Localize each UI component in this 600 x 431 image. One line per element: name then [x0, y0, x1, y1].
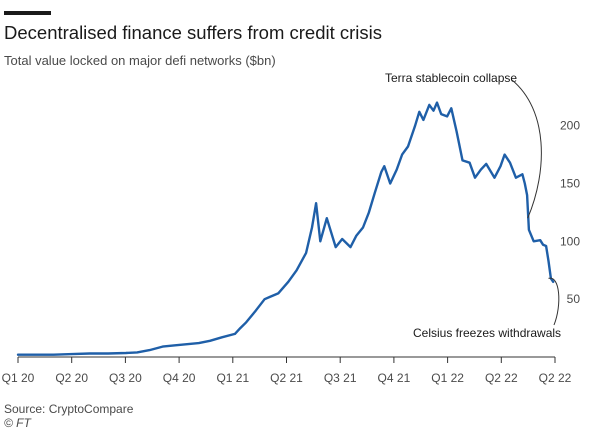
x-tick-label: Q3 20 [109, 371, 142, 385]
x-tick-label: Q1 20 [2, 371, 35, 385]
x-tick-label: Q1 22 [431, 371, 464, 385]
y-tick-label: 150 [560, 177, 580, 191]
annotation-terra-leader [511, 79, 542, 219]
x-tick-label: Q1 21 [216, 371, 249, 385]
header-rule [4, 11, 51, 15]
x-tick-label: Q2 22 [539, 371, 572, 385]
source-note: Source: CryptoCompare [4, 402, 134, 416]
annotation-celsius-leader [548, 277, 560, 326]
x-tick-label: Q4 21 [378, 371, 411, 385]
x-tick-label: Q4 20 [163, 371, 196, 385]
x-tick-label: Q3 21 [324, 371, 357, 385]
ft-credit: © FT [4, 416, 31, 430]
annotation-celsius-label: Celsius freezes withdrawals [413, 326, 561, 340]
x-tick-label: Q2 22 [485, 371, 518, 385]
y-tick-label: 200 [560, 119, 580, 133]
x-tick-label: Q2 20 [55, 371, 88, 385]
y-tick-label: 100 [560, 234, 580, 248]
annotation-terra-label: Terra stablecoin collapse [385, 71, 517, 85]
chart-title: Decentralised finance suffers from credi… [4, 22, 383, 43]
series-line [16, 101, 555, 356]
y-tick-label: 50 [567, 292, 581, 306]
x-tick-label: Q2 21 [270, 371, 303, 385]
chart-subtitle: Total value locked on major defi network… [4, 53, 276, 68]
